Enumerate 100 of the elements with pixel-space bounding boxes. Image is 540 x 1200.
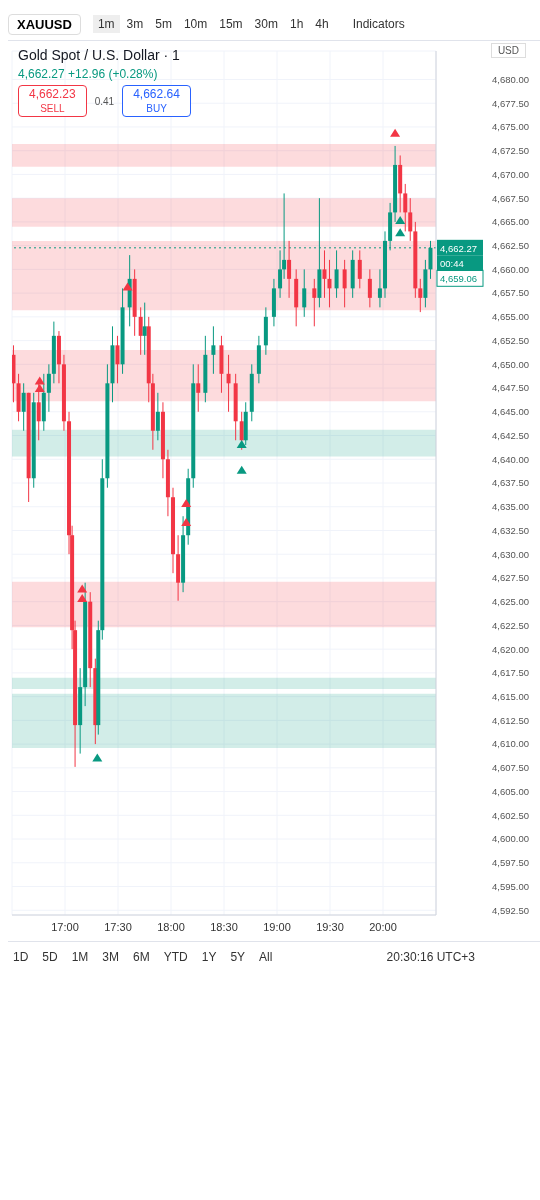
point xyxy=(34,384,45,393)
y-tick-label: 4,612.50 xyxy=(492,714,529,726)
candlestick xyxy=(287,240,292,299)
y-tick-label: 4,610.00 xyxy=(492,738,529,750)
point xyxy=(77,584,88,593)
annotation: 4,662.27 +12.96 (+0.28%) xyxy=(18,67,158,81)
y-tick-label: 4,645.00 xyxy=(492,406,529,418)
text: 4h xyxy=(314,16,330,33)
annotation: SELL xyxy=(40,103,65,114)
y-tick-label: 4,650.00 xyxy=(492,358,529,370)
text: 5m xyxy=(154,16,173,33)
candlestick xyxy=(155,392,160,441)
candlestick xyxy=(322,249,327,299)
candlestick xyxy=(367,268,372,308)
text: 3M xyxy=(101,949,121,966)
candlestick xyxy=(377,268,382,308)
point xyxy=(92,753,103,762)
point xyxy=(34,376,45,385)
x-tick-label: 18:30 xyxy=(210,920,238,933)
candlestick xyxy=(226,354,231,413)
text: 5Y xyxy=(229,949,247,966)
point xyxy=(181,498,192,507)
point xyxy=(395,228,406,237)
text: 15m xyxy=(218,16,244,33)
candlestick xyxy=(302,268,307,318)
annotation: 4,662.64 xyxy=(133,87,180,101)
candlestick xyxy=(239,411,244,451)
y-tick-label: 4,655.00 xyxy=(492,311,529,323)
y-tick-label: 4,662.50 xyxy=(492,240,529,252)
y-tick-label: 4,615.00 xyxy=(492,691,529,702)
x-tick-label: 18:00 xyxy=(157,920,185,933)
candlestick xyxy=(342,259,347,308)
y-tick-label: 4,607.50 xyxy=(492,762,529,774)
y-tick-label: 4,665.00 xyxy=(492,216,529,228)
y-tick-label: 4,620.00 xyxy=(492,643,529,655)
y-tick-label: 4,595.00 xyxy=(492,880,529,892)
y-tick-label: 4,677.50 xyxy=(492,97,529,109)
candlestick xyxy=(115,335,120,384)
candlestick xyxy=(357,249,362,289)
y-tick-label: 4,605.00 xyxy=(492,785,529,797)
candlestick xyxy=(312,278,317,327)
text: 1D xyxy=(12,949,30,966)
y-tick-label: 4,667.50 xyxy=(492,192,529,204)
y-tick-label: 4,635.00 xyxy=(492,501,529,513)
text: XAUUSD xyxy=(8,13,81,35)
y-tick-label: 4,637.50 xyxy=(492,477,529,489)
text: 1h xyxy=(288,16,305,33)
point xyxy=(77,593,88,602)
candlestick xyxy=(196,363,201,413)
y-tick-label: 4,657.50 xyxy=(492,287,529,299)
text: 3m xyxy=(125,16,145,33)
text: YTD xyxy=(162,949,189,966)
y-tick-label: 4,622.50 xyxy=(492,619,529,631)
candlestick xyxy=(327,259,332,308)
y-tick-label: 4,670.00 xyxy=(492,168,529,180)
text: 6M xyxy=(132,949,151,966)
y-tick-label: 4,597.50 xyxy=(492,857,529,869)
text: Indicators xyxy=(351,16,406,33)
x-tick-label: 19:00 xyxy=(263,920,291,933)
candlestick xyxy=(211,325,216,375)
x-tick-label: 20:00 xyxy=(369,920,397,933)
point xyxy=(236,465,247,474)
y-tick-label: 4,627.50 xyxy=(492,572,529,584)
y-tick-label: 4,652.50 xyxy=(492,334,529,346)
text: USD xyxy=(490,43,526,58)
x-tick-label: 19:30 xyxy=(316,920,344,933)
x-tick-label: 17:30 xyxy=(104,920,132,933)
point xyxy=(390,128,401,137)
candlestick xyxy=(334,249,339,299)
text: 20:30:16 UTC+3 xyxy=(385,949,476,966)
y-tick-label: 4,630.00 xyxy=(492,548,529,560)
candlestick xyxy=(138,306,143,356)
text: 30m xyxy=(253,16,279,33)
y-tick-label: 4,675.00 xyxy=(492,121,529,133)
ref-line-label: 4,662.27 xyxy=(440,242,477,254)
y-tick-label: 4,640.00 xyxy=(492,453,529,465)
y-tick-label: 4,602.50 xyxy=(492,809,529,821)
y-tick-label: 4,600.00 xyxy=(492,833,529,845)
candlestick xyxy=(21,382,26,432)
y-tick-label: 4,625.00 xyxy=(492,596,529,608)
y-tick-label: 4,617.50 xyxy=(492,667,529,679)
y-tick-label: 4,647.50 xyxy=(492,382,529,394)
annotation: 4,659.06 xyxy=(440,273,477,285)
text: 1Y xyxy=(200,949,218,966)
text: 1m xyxy=(92,15,120,33)
text: 10m xyxy=(182,16,209,33)
x-tick-label: 17:00 xyxy=(51,920,79,933)
text: 1M xyxy=(70,949,90,966)
annotation: 4,662.23 xyxy=(29,87,76,101)
candlestick xyxy=(408,197,413,242)
y-tick-label: 4,672.50 xyxy=(492,145,529,157)
annotation: BUY xyxy=(146,103,167,114)
y-tick-label: 4,642.50 xyxy=(492,429,529,441)
candlestick xyxy=(403,183,408,232)
candlestick xyxy=(46,363,51,413)
point xyxy=(181,517,192,526)
point xyxy=(236,440,247,449)
chart-title: Gold Spot / U.S. Dollar · 1 xyxy=(18,47,180,63)
point xyxy=(395,216,406,224)
y-tick-label: 4,632.50 xyxy=(492,524,529,536)
